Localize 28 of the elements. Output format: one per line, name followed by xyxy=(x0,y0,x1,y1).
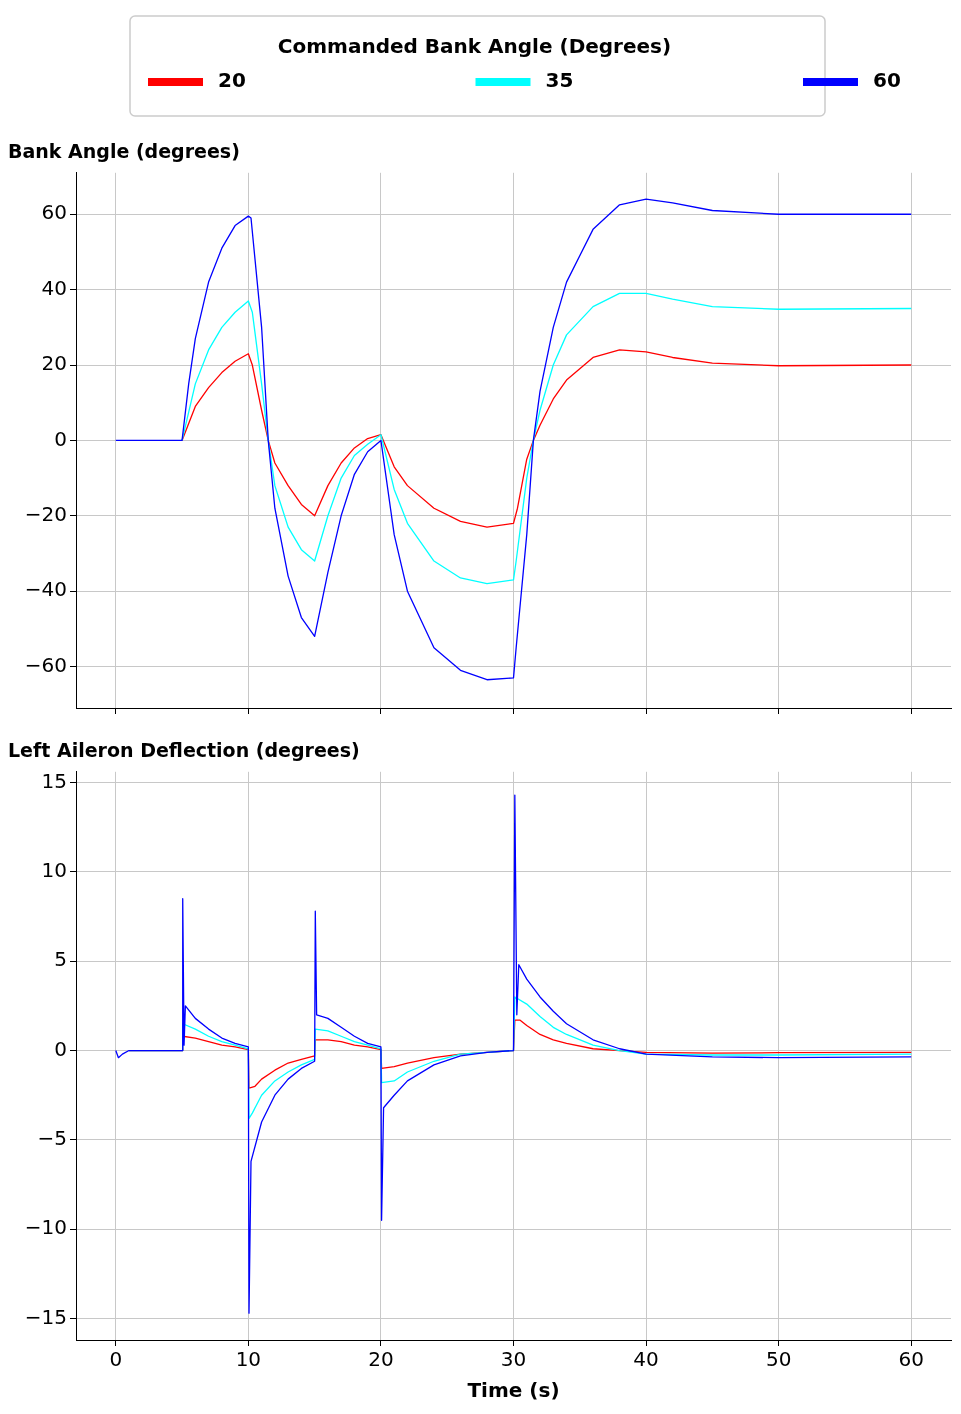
legend-label: 35 xyxy=(545,68,574,93)
y-tick-label: 5 xyxy=(54,947,67,972)
y-tick-label: −15 xyxy=(24,1304,67,1329)
y-tick-label: 0 xyxy=(54,1036,67,1061)
y-tick-label: 10 xyxy=(41,858,67,883)
y-tick-label: 20 xyxy=(41,351,67,376)
y-tick-label: 15 xyxy=(41,768,67,793)
legend-title: Commanded Bank Angle (Degrees) xyxy=(277,34,672,59)
legend-label: 20 xyxy=(218,68,246,93)
chart-title: Bank Angle (degrees) xyxy=(8,140,240,163)
x-tick-label: 40 xyxy=(633,1347,659,1372)
y-tick-label: 40 xyxy=(41,275,67,300)
y-tick-label: 60 xyxy=(41,200,67,225)
x-tick-label: 50 xyxy=(765,1347,792,1372)
x-tick-label: 10 xyxy=(235,1347,262,1372)
legend-label: 60 xyxy=(873,68,901,93)
x-tick-label: 0 xyxy=(109,1347,123,1372)
x-tick-label: 60 xyxy=(898,1347,924,1372)
chart-title: Left Aileron Deflection (degrees) xyxy=(8,739,360,762)
y-tick-label: −20 xyxy=(24,501,67,526)
y-tick-label: −5 xyxy=(37,1126,67,1151)
x-axis-title: Time (s) xyxy=(467,1378,560,1403)
y-tick-label: −60 xyxy=(24,652,67,677)
y-tick-label: −40 xyxy=(24,577,67,602)
x-tick-label: 20 xyxy=(368,1347,394,1372)
y-tick-label: −10 xyxy=(24,1215,67,1240)
x-tick-label: 30 xyxy=(500,1347,527,1372)
y-tick-label: 0 xyxy=(54,426,67,451)
